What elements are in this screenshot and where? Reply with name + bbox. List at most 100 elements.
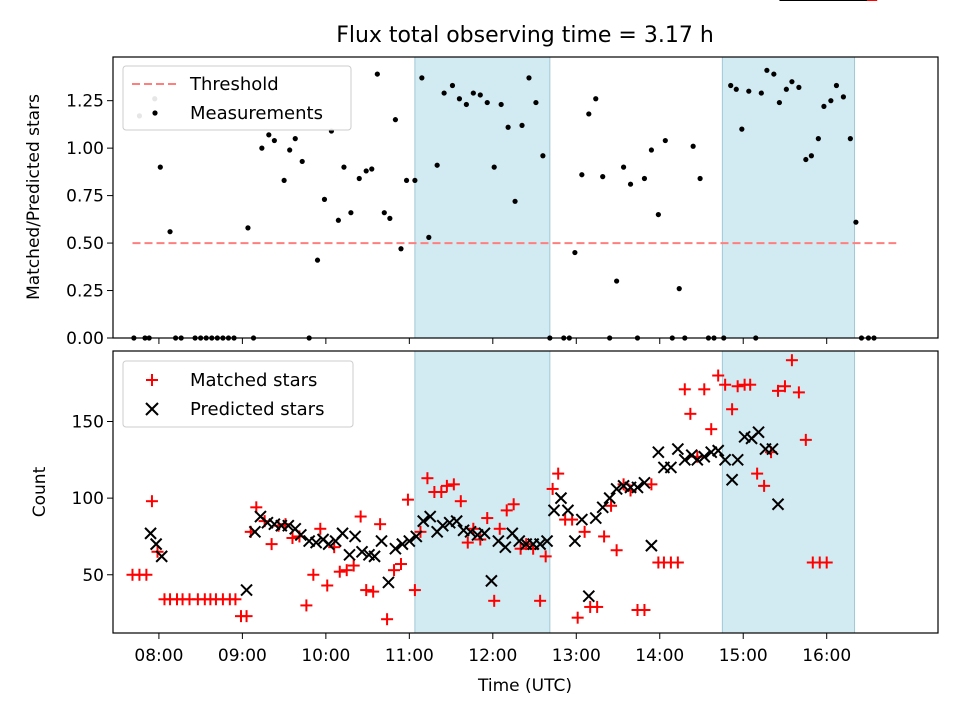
matched-star-point xyxy=(408,584,421,597)
measurement-point xyxy=(292,136,298,142)
predicted-star-point xyxy=(561,504,575,517)
predicted-star-point xyxy=(711,444,725,457)
predicted-star-point xyxy=(638,476,651,490)
predicted-star-point xyxy=(248,525,262,539)
measurement-point xyxy=(662,137,668,144)
measurement-point xyxy=(348,210,354,216)
shaded-interval-2 xyxy=(721,350,856,634)
predicted-star-point xyxy=(355,545,369,558)
predicted-star-point xyxy=(155,550,168,563)
measurement-point xyxy=(434,162,440,168)
matched-star-point xyxy=(461,536,474,549)
matched-star-point xyxy=(388,564,401,577)
bottom-y-axis-label: Count xyxy=(30,466,50,517)
measurement-point xyxy=(381,210,387,216)
predicted-star-point xyxy=(375,534,388,548)
top-panel: 0.00 0.25 0.50 0.75 1.00 1.25 Matched/Predict… xyxy=(24,56,939,349)
measurement-point xyxy=(335,217,341,223)
measurement-point xyxy=(572,249,578,256)
predicted-star-point xyxy=(589,511,602,525)
matched-star-point xyxy=(719,378,732,391)
chart-title: Flux total observing time = 3.17 h xyxy=(336,23,714,48)
y-tick-label: 150 xyxy=(72,413,104,433)
measurement-point xyxy=(387,215,393,221)
y-tick-label: 1.25 xyxy=(66,92,104,112)
measurement-point xyxy=(614,278,620,284)
predicted-star-point xyxy=(752,426,765,439)
y-tick-label: 50 xyxy=(82,566,104,586)
measurement-point xyxy=(579,172,585,178)
predicted-star-point xyxy=(631,481,644,494)
matched-star-point xyxy=(474,533,487,546)
measurement-point xyxy=(600,174,606,180)
measurement-point xyxy=(505,124,511,130)
matched-star-point xyxy=(610,544,623,557)
matched-star-point xyxy=(591,600,604,613)
measurement-point xyxy=(456,96,463,102)
predicted-star-point xyxy=(533,537,547,551)
x-tick-label: 13:00 xyxy=(552,646,601,666)
predicted-star-point xyxy=(540,534,554,548)
matched-star-point xyxy=(401,493,414,506)
measurement-point xyxy=(540,153,546,159)
measurement-point xyxy=(287,147,293,153)
measurement-point xyxy=(821,103,827,109)
measurement-point xyxy=(519,122,525,128)
measurement-point xyxy=(853,219,859,225)
legend-threshold-label: Threshold xyxy=(189,74,279,95)
x-tick-label: 08:00 xyxy=(134,646,183,666)
matched-star-point xyxy=(440,479,453,492)
measurement-point xyxy=(363,168,369,174)
matched-star-point xyxy=(539,550,552,563)
predicted-star-point xyxy=(499,540,512,554)
x-tick-label: 10:00 xyxy=(301,646,350,666)
measurement-point xyxy=(728,82,734,89)
measurement-point xyxy=(266,132,272,138)
matched-star-point xyxy=(534,594,547,607)
measurement-point xyxy=(733,86,739,92)
measurement-point xyxy=(833,82,840,89)
measurement-point xyxy=(690,143,696,149)
matched-star-point xyxy=(820,556,833,569)
measurement-point xyxy=(847,136,853,142)
top-x-ticks xyxy=(158,338,828,344)
predicted-star-point xyxy=(718,453,732,467)
measurement-point xyxy=(808,153,814,159)
measurement-point xyxy=(828,98,834,104)
measurement-point xyxy=(321,196,328,202)
matched-star-point xyxy=(265,538,278,551)
matched-star-point xyxy=(314,522,327,535)
predicted-star-point xyxy=(382,576,395,589)
measurement-point xyxy=(776,99,782,106)
legend-matched-label: Matched stars xyxy=(190,370,317,391)
predicted-star-point xyxy=(149,537,163,551)
matched-star-point xyxy=(454,495,467,508)
matched-star-point xyxy=(792,386,805,399)
predicted-star-point xyxy=(731,453,744,467)
matched-star-point xyxy=(598,530,611,543)
predicted-star-point xyxy=(485,574,498,588)
predicted-star-point xyxy=(403,534,416,548)
predicted-star-point xyxy=(610,482,623,496)
matched-star-point xyxy=(751,467,764,480)
measurement-point xyxy=(419,75,425,81)
measurement-point xyxy=(356,175,362,182)
matched-star-point xyxy=(671,556,684,569)
measurement-point xyxy=(369,166,375,172)
predicted-star-point xyxy=(410,530,423,543)
matched-star-point xyxy=(300,599,313,612)
y-tick-label: 0.50 xyxy=(66,234,104,254)
predicted-star-point xyxy=(417,514,430,528)
measurement-point xyxy=(412,177,418,184)
predicted-star-point xyxy=(336,527,349,540)
matched-star-point xyxy=(772,384,785,397)
predicted-star-point xyxy=(282,519,295,532)
matched-star-point xyxy=(421,472,434,485)
measurement-point xyxy=(403,177,410,184)
measurement-point xyxy=(746,88,752,94)
measurement-point xyxy=(449,82,456,89)
predicted-star-point xyxy=(348,530,362,543)
predicted-star-point xyxy=(671,442,685,456)
predicted-star-point xyxy=(322,537,335,551)
bottom-legend: Matched stars Predicted stars xyxy=(122,360,354,428)
